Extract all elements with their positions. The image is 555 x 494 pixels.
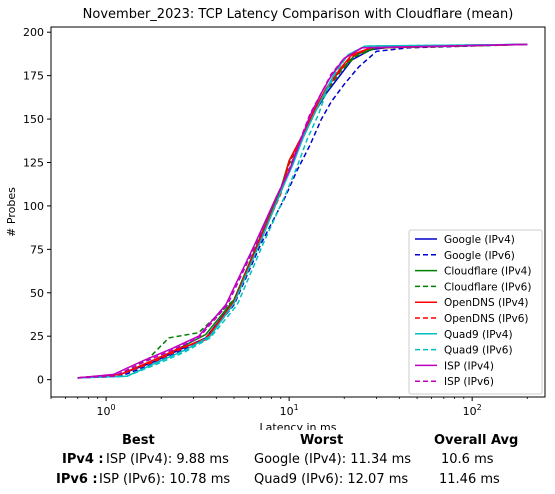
y-tick-label-7: 175	[23, 70, 44, 83]
y-tick-label-8: 200	[23, 26, 44, 39]
y-tick-label-3: 75	[30, 243, 44, 256]
ipv6-avg: 11.46 ms	[439, 472, 500, 487]
chart-title: November_2023: TCP Latency Comparison wi…	[83, 7, 514, 22]
legend-label-7: Quad9 (IPv6)	[444, 345, 513, 357]
legend-label-4: OpenDNS (IPv4)	[444, 297, 529, 309]
x-tick-label-0: 100	[97, 403, 116, 418]
x-axis-label: Latency in ms	[260, 421, 337, 430]
legend-label-8: ISP (IPv4)	[444, 360, 494, 372]
x-tick-label-2: 102	[463, 403, 482, 418]
y-tick-label-0: 0	[37, 374, 44, 387]
ipv4-worst: Google (IPv4): 11.34 ms	[254, 452, 412, 467]
ipv6-row-label: IPv6 :	[56, 472, 98, 487]
ipv4-best: ISP (IPv4): 9.88 ms	[106, 452, 229, 467]
y-tick-label-4: 100	[23, 200, 44, 213]
ipv4-row-label: IPv4 :	[62, 452, 104, 467]
worst-header: Worst	[300, 433, 344, 448]
ipv4-avg: 10.6 ms	[441, 452, 494, 467]
legend-label-1: Google (IPv6)	[444, 250, 515, 262]
y-tick-label-1: 25	[30, 330, 44, 343]
legend-label-3: Cloudflare (IPv6)	[444, 281, 531, 293]
latency-summary: Best Worst Overall Avg IPv4 : ISP (IPv4)…	[0, 430, 555, 494]
y-axis-label: # Probes	[5, 187, 18, 237]
legend-label-0: Google (IPv4)	[444, 234, 515, 246]
x-tick-label-1: 101	[280, 403, 299, 418]
legend-label-5: OpenDNS (IPv6)	[444, 313, 529, 325]
series-line-9	[77, 43, 528, 379]
legend-box	[408, 229, 543, 395]
avg-header: Overall Avg	[434, 433, 519, 448]
legend-label-2: Cloudflare (IPv4)	[444, 266, 531, 278]
ipv6-best: ISP (IPv6): 10.78 ms	[99, 472, 231, 487]
series-line-6	[77, 43, 528, 379]
series-line-4	[77, 43, 528, 379]
ipv6-worst: Quad9 (IPv6): 12.07 ms	[254, 472, 409, 487]
best-header: Best	[122, 433, 155, 448]
legend-label-9: ISP (IPv6)	[444, 376, 494, 388]
series-line-7	[77, 43, 528, 379]
y-tick-label-5: 125	[23, 156, 44, 169]
legend-label-6: Quad9 (IPv4)	[444, 329, 513, 341]
y-tick-label-6: 150	[23, 113, 44, 126]
latency-chart: November_2023: TCP Latency Comparison wi…	[5, 7, 546, 430]
plot-area	[50, 26, 546, 398]
y-tick-label-2: 50	[30, 287, 44, 300]
chart-legend: Google (IPv4) Google (IPv6) Cloudflare (IP…	[408, 229, 543, 395]
